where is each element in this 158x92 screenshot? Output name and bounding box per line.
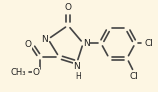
Text: Cl: Cl: [144, 39, 153, 48]
Text: CH₃: CH₃: [11, 68, 26, 77]
Text: O: O: [25, 40, 32, 49]
Text: N: N: [83, 39, 90, 48]
Text: Cl: Cl: [129, 72, 138, 81]
Text: O: O: [64, 3, 72, 12]
Text: O: O: [33, 68, 40, 77]
Text: H: H: [75, 72, 81, 81]
Text: N: N: [41, 35, 48, 44]
Text: N: N: [74, 62, 80, 71]
